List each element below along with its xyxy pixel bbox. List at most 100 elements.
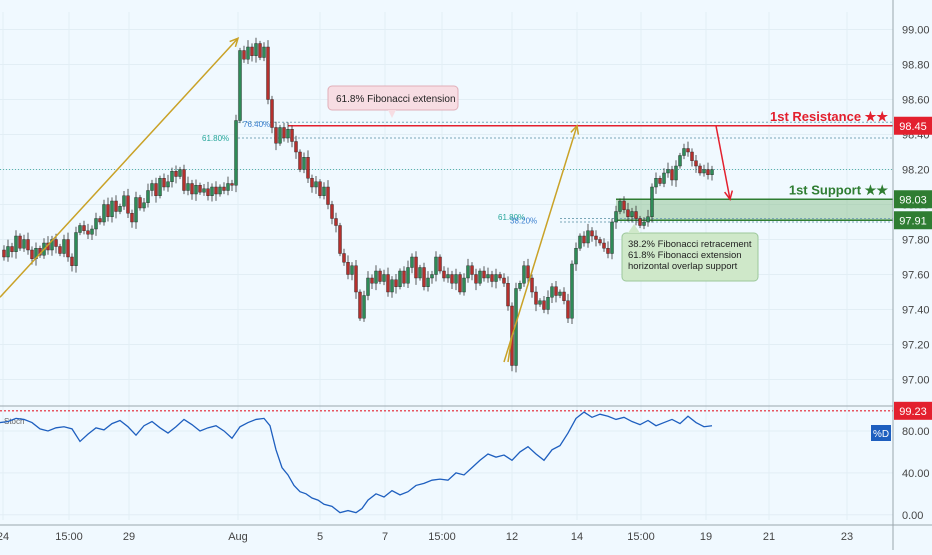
time-tick-label-1: 15:00 (55, 531, 83, 543)
fib-label-2: 61.80% (498, 213, 525, 222)
stoch-name-label: Stoch (4, 417, 24, 426)
price-tick-label-6: 97.80 (902, 235, 930, 247)
arrow-head-2 (724, 190, 734, 201)
candle-body-162 (646, 216, 650, 223)
candle-body-142 (566, 300, 570, 319)
candle-body-7 (26, 239, 30, 251)
level-badge-text-1: 98.03 (899, 194, 927, 206)
time-tick-label-9: 15:00 (627, 531, 655, 543)
arrow-line-1 (503, 125, 578, 363)
candle-body-177 (706, 169, 710, 175)
candle-body-133 (530, 277, 534, 293)
candle-body-24 (94, 218, 98, 230)
price-tick-label-1: 98.80 (902, 60, 930, 72)
candle-body-168 (670, 169, 674, 181)
candle-body-15 (58, 246, 62, 254)
time-tick-label-4: 5 (317, 531, 323, 543)
time-tick-label-2: 29 (123, 531, 135, 543)
candle-body-20 (78, 225, 82, 233)
candle-body-32 (126, 195, 130, 214)
level-badge-text-2: 97.91 (899, 215, 927, 227)
support-note-pointer (628, 224, 640, 233)
fib-label-1: 76.40% (243, 120, 270, 129)
candle-body-104 (414, 256, 418, 279)
candle-body-134 (534, 291, 538, 305)
candle-body-44 (174, 171, 178, 177)
candle-body-75 (298, 151, 302, 170)
candle-body-120 (478, 270, 482, 284)
candle-body-63 (250, 46, 254, 56)
level-badge-1 (894, 190, 932, 209)
candle-body-170 (678, 155, 682, 167)
candle-body-126 (502, 277, 506, 284)
candle-body-84 (334, 218, 338, 226)
candle-body-89 (354, 265, 358, 293)
candle-body-45 (178, 169, 182, 177)
time-tick-label-3: Aug (228, 531, 248, 543)
level-badge-0 (894, 116, 932, 135)
candle-body-14 (54, 239, 58, 247)
candle-body-97 (386, 274, 390, 293)
candle-body-59 (234, 120, 238, 186)
candle-body-143 (570, 263, 574, 319)
horizontal-levels: 1st Resistance ★★ 1st Support ★★ (0, 109, 893, 223)
price-tick-label-8: 97.40 (902, 305, 930, 317)
candle-body-93 (370, 277, 374, 284)
candle-body-88 (350, 265, 354, 275)
candle-body-155 (618, 200, 622, 212)
fibonacci-labels: 61.80%76.40%61.80%38.20% (202, 120, 537, 225)
candle-body-117 (466, 265, 470, 279)
candle-body-41 (162, 178, 166, 188)
candle-body-18 (70, 256, 74, 266)
level-badge-2 (894, 211, 932, 230)
fib-label-3: 38.20% (510, 216, 537, 225)
candle-body-96 (382, 274, 386, 282)
candle-body-107 (426, 277, 430, 287)
candle-body-49 (194, 185, 198, 195)
candle-body-178 (710, 169, 714, 175)
support-note-line-1: 61.8% Fibonacci extension (628, 250, 742, 261)
candle-body-116 (462, 277, 466, 293)
candle-body-62 (246, 46, 250, 60)
candle-body-149 (594, 235, 598, 240)
candle-body-176 (702, 169, 706, 174)
candle-body-42 (166, 181, 170, 188)
candle-body-167 (666, 169, 670, 174)
candle-body-5 (18, 235, 22, 249)
candle-body-139 (554, 286, 558, 296)
stoch-line (0, 411, 713, 514)
candle-body-38 (150, 183, 154, 191)
candle-body-51 (202, 188, 206, 193)
candle-body-46 (182, 169, 186, 191)
candle-body-1 (2, 249, 6, 258)
candle-body-4 (14, 235, 18, 252)
candle-body-67 (266, 46, 270, 100)
price-tick-label-10: 97.00 (902, 375, 930, 387)
candle-body-145 (578, 235, 582, 249)
candle-body-121 (482, 270, 486, 279)
candle-body-85 (338, 225, 342, 254)
candle-body-123 (490, 274, 494, 282)
candle-body-146 (582, 235, 586, 244)
candle-body-111 (442, 270, 446, 279)
candle-body-147 (586, 230, 590, 244)
candle-body-80 (318, 181, 322, 196)
candle-body-132 (526, 265, 530, 279)
candle-body-82 (326, 186, 330, 205)
candle-body-27 (106, 204, 110, 217)
osc-tick-label-0: 80.00 (902, 426, 930, 438)
candle-body-95 (378, 270, 382, 282)
candle-body-60 (238, 50, 242, 121)
candle-body-19 (74, 232, 78, 266)
candle-body-148 (590, 230, 594, 237)
candle-body-29 (114, 200, 118, 212)
candle-body-157 (626, 209, 630, 217)
candle-body-109 (434, 256, 438, 275)
candle-body-136 (542, 300, 546, 310)
candle-body-2 (6, 246, 10, 258)
candle-body-106 (422, 267, 426, 287)
candle-body-39 (154, 183, 158, 196)
price-tick-label-7: 97.60 (902, 270, 930, 282)
